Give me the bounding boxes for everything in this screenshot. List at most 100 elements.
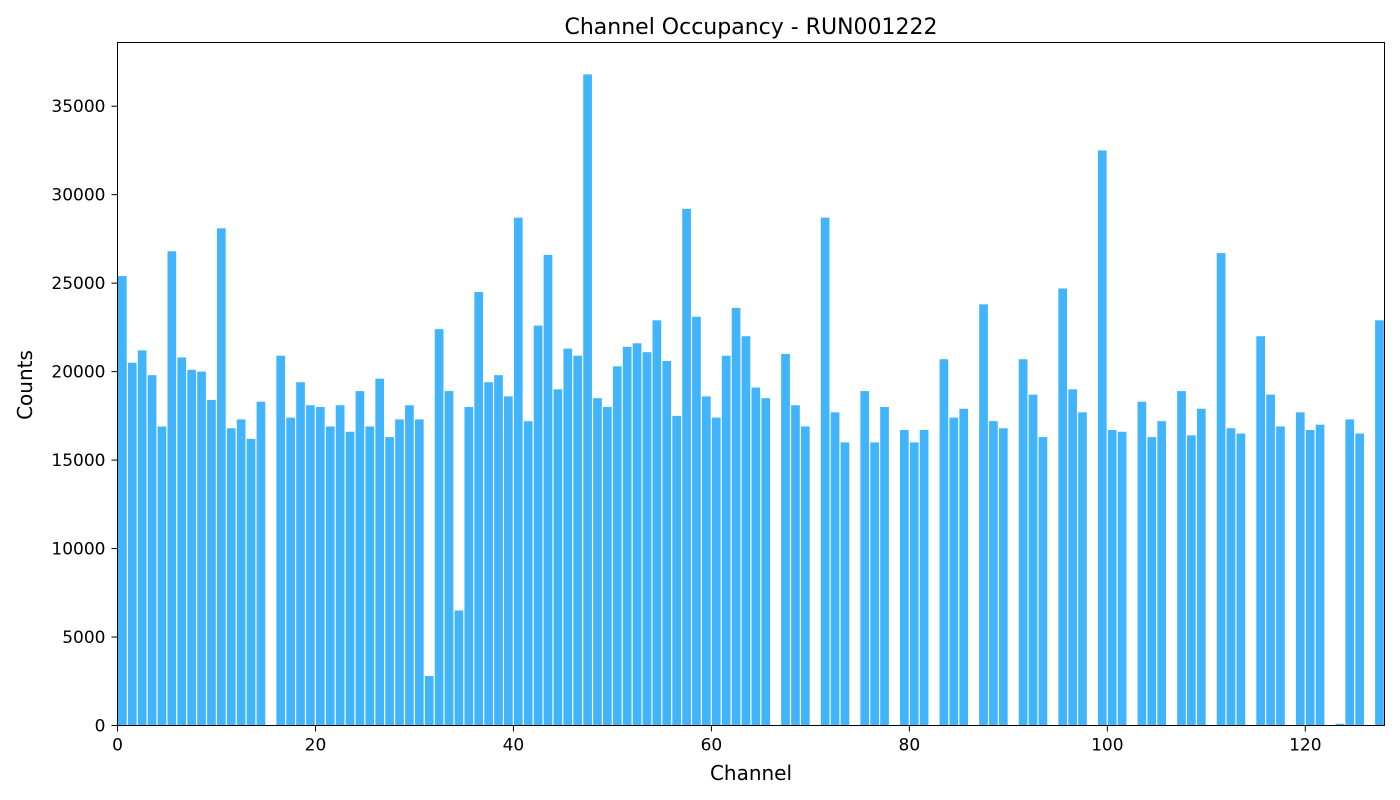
x-tick-label: 80 bbox=[899, 736, 921, 756]
bar-channel-13 bbox=[246, 438, 256, 726]
bar-channel-52 bbox=[632, 343, 642, 726]
bar-channel-111 bbox=[1216, 253, 1226, 726]
bar-channel-19 bbox=[306, 405, 315, 726]
bar-channel-72 bbox=[830, 412, 840, 726]
bar-channel-92 bbox=[1028, 394, 1038, 726]
bar-channel-117 bbox=[1276, 426, 1285, 726]
plot-frame bbox=[117, 42, 1385, 726]
bar-channel-96 bbox=[1068, 389, 1077, 726]
y-tick-label: 10000 bbox=[51, 540, 105, 560]
bar-channel-109 bbox=[1196, 408, 1206, 726]
bar-channel-25 bbox=[365, 426, 375, 726]
bar-channel-46 bbox=[573, 355, 583, 726]
bar-channel-29 bbox=[405, 405, 414, 726]
bar-channel-91 bbox=[1018, 359, 1028, 726]
bar-channel-93 bbox=[1038, 437, 1048, 726]
bar-channel-44 bbox=[553, 389, 563, 726]
bar-channel-60 bbox=[711, 417, 721, 726]
x-tick-label: 100 bbox=[1091, 736, 1123, 756]
x-axis-ticks: 0 20 40 60 80 100 120 bbox=[112, 725, 1322, 756]
bar-channel-36 bbox=[474, 291, 484, 726]
bar-channel-28 bbox=[395, 419, 404, 726]
bar-channel-31 bbox=[424, 675, 434, 726]
bar-channel-42 bbox=[533, 325, 543, 726]
bar-channel-100 bbox=[1107, 430, 1117, 726]
x-tick-label: 40 bbox=[503, 736, 525, 756]
y-tick-label: 20000 bbox=[51, 363, 105, 383]
bar-channel-18 bbox=[296, 382, 305, 726]
bar-channel-73 bbox=[840, 442, 850, 726]
bar-channel-103 bbox=[1137, 401, 1147, 726]
bar-channel-116 bbox=[1266, 394, 1275, 726]
bar-channel-24 bbox=[355, 391, 365, 726]
bar-channel-11 bbox=[226, 428, 236, 726]
y-tick-label: 0 bbox=[95, 717, 106, 737]
bar-channel-10 bbox=[216, 228, 226, 726]
bar-channel-64 bbox=[751, 387, 761, 726]
bar-channel-43 bbox=[543, 254, 553, 726]
bar-channel-61 bbox=[721, 355, 731, 726]
bar-channel-87 bbox=[979, 304, 988, 726]
bar-channel-45 bbox=[563, 348, 573, 726]
bar-channel-119 bbox=[1295, 412, 1305, 726]
bar-channel-56 bbox=[672, 415, 682, 726]
bar-channel-53 bbox=[642, 352, 652, 726]
bar-channel-8 bbox=[197, 371, 206, 726]
bar-channel-37 bbox=[484, 382, 493, 726]
bar-channel-83 bbox=[939, 359, 949, 726]
bar-channel-97 bbox=[1078, 412, 1087, 726]
bar-channel-121 bbox=[1315, 424, 1325, 726]
bar-channel-16 bbox=[276, 355, 286, 726]
bar-channel-2 bbox=[137, 350, 147, 726]
bar-channel-123 bbox=[1335, 723, 1345, 726]
x-tick-label: 20 bbox=[305, 736, 327, 756]
bar-channel-23 bbox=[345, 431, 355, 726]
bar-channel-69 bbox=[800, 426, 810, 726]
bar-channel-67 bbox=[781, 353, 790, 726]
bar-channel-127 bbox=[1375, 320, 1384, 726]
bar-channel-50 bbox=[612, 366, 622, 726]
bar-channel-79 bbox=[899, 430, 909, 726]
bar-channel-35 bbox=[464, 407, 474, 726]
bar-channel-88 bbox=[989, 421, 998, 726]
bar-channel-1 bbox=[127, 362, 137, 726]
bar-channel-0 bbox=[118, 276, 127, 726]
bar-channel-62 bbox=[731, 307, 741, 726]
y-tick-label: 15000 bbox=[51, 451, 105, 471]
bars-group bbox=[118, 74, 1384, 726]
bar-channel-5 bbox=[167, 251, 177, 726]
bar-channel-125 bbox=[1355, 433, 1365, 726]
bar-channel-113 bbox=[1236, 433, 1246, 726]
x-tick-label: 0 bbox=[112, 736, 123, 756]
bar-channel-21 bbox=[325, 426, 335, 726]
bar-channel-32 bbox=[434, 329, 444, 726]
bar-channel-55 bbox=[662, 360, 672, 726]
bar-channel-4 bbox=[157, 426, 167, 726]
bar-channel-85 bbox=[959, 408, 969, 726]
y-tick-label: 35000 bbox=[51, 97, 105, 117]
chart-title: Channel Occupancy - RUN001222 bbox=[564, 15, 937, 40]
bar-channel-17 bbox=[286, 417, 295, 726]
bar-channel-71 bbox=[820, 217, 830, 726]
bar-channel-48 bbox=[593, 398, 602, 726]
bar-channel-101 bbox=[1117, 431, 1127, 726]
bar-channel-124 bbox=[1345, 419, 1355, 726]
bar-channel-3 bbox=[147, 375, 157, 726]
bar-channel-14 bbox=[256, 401, 266, 726]
bar-channel-30 bbox=[414, 419, 424, 726]
bar-channel-51 bbox=[622, 346, 632, 726]
bar-channel-58 bbox=[692, 316, 701, 726]
bar-channel-77 bbox=[880, 407, 889, 726]
y-tick-label: 25000 bbox=[51, 274, 105, 294]
bar-channel-57 bbox=[682, 208, 691, 726]
bar-channel-68 bbox=[791, 405, 800, 726]
bar-channel-99 bbox=[1097, 150, 1107, 726]
bar-channel-38 bbox=[494, 375, 503, 726]
y-tick-label: 30000 bbox=[51, 186, 105, 206]
bar-channel-27 bbox=[385, 437, 394, 726]
bar-channel-65 bbox=[761, 398, 771, 726]
y-axis-label: Counts bbox=[13, 350, 37, 420]
y-axis-ticks: 0 5000 10000 15000 20000 25000 30000 35000 bbox=[51, 97, 118, 737]
bar-channel-41 bbox=[523, 421, 533, 726]
